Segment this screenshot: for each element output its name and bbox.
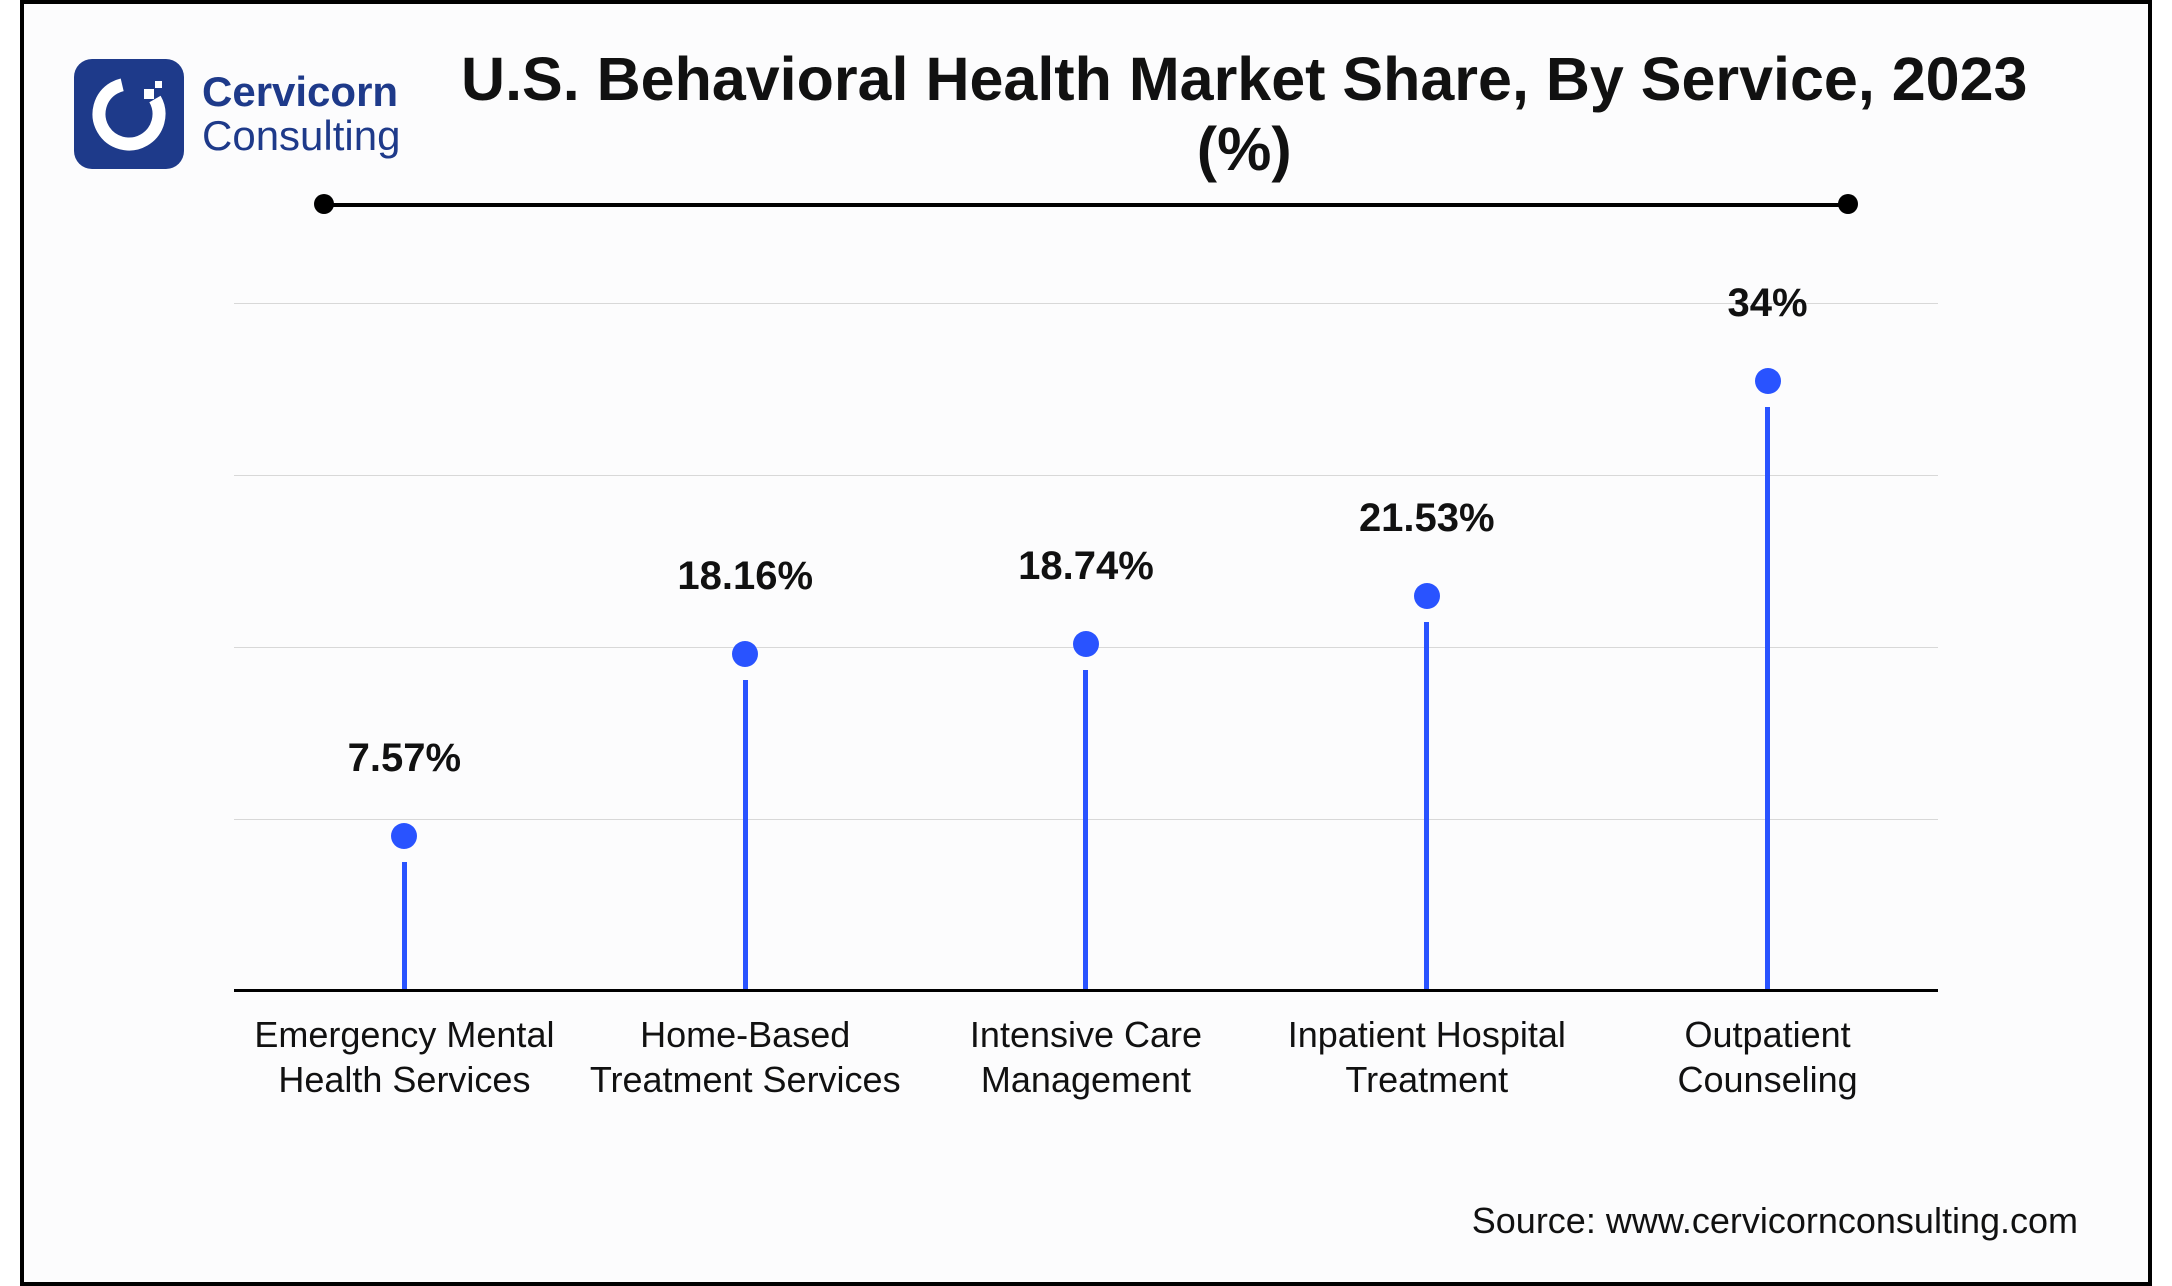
lollipop-series: 7.57% 18.16% 18.74% 21.53% 34% (234, 304, 1938, 992)
lollipop-stem (1083, 670, 1088, 992)
lollipop-dot (732, 641, 758, 667)
lollipop-dot (391, 823, 417, 849)
lollipop-dot (1414, 583, 1440, 609)
source-attribution: Source: www.cervicornconsulting.com (1472, 1200, 2078, 1242)
chart-title: U.S. Behavioral Health Market Share, By … (430, 44, 2098, 184)
plot-region: 7.57% 18.16% 18.74% 21.53% 34% (234, 304, 1938, 992)
lollipop-dot (1755, 368, 1781, 394)
divider-dot-right (1838, 194, 1858, 214)
value-label: 18.74% (1018, 544, 1154, 607)
logo-mark (74, 59, 184, 169)
x-axis-category-label: Inpatient Hospital Treatment (1256, 1012, 1597, 1122)
x-axis-category-label: Outpatient Counseling (1597, 1012, 1938, 1122)
brand-logo: Cervicorn Consulting (74, 59, 400, 169)
lollipop-item: 7.57% (234, 304, 575, 992)
lollipop-item: 18.74% (916, 304, 1257, 992)
lollipop-item: 34% (1597, 304, 1938, 992)
lollipop-dot (1073, 631, 1099, 657)
chart-frame: Cervicorn Consulting U.S. Behavioral Hea… (20, 0, 2152, 1286)
chart-area: 7.57% 18.16% 18.74% 21.53% 34% Emergency Men… (234, 304, 1938, 1122)
x-axis-category-label: Emergency Mental Health Services (234, 1012, 575, 1122)
x-axis-category-label: Home-Based Treatment Services (575, 1012, 916, 1122)
x-axis-labels: Emergency Mental Health ServicesHome-Bas… (234, 1012, 1938, 1122)
value-label: 18.16% (677, 554, 813, 617)
logo-line-1: Cervicorn (202, 70, 400, 114)
lollipop-stem (743, 680, 748, 992)
lollipop-item: 18.16% (575, 304, 916, 992)
value-label: 34% (1728, 281, 1808, 344)
title-divider (324, 194, 1848, 214)
divider-dot-left (314, 194, 334, 214)
lollipop-stem (1424, 622, 1429, 992)
logo-line-2: Consulting (202, 114, 400, 158)
header: Cervicorn Consulting U.S. Behavioral Hea… (74, 44, 2098, 184)
lollipop-stem (402, 862, 407, 992)
x-axis-baseline (234, 989, 1938, 992)
divider-line (324, 203, 1848, 207)
value-label: 21.53% (1359, 496, 1495, 559)
lollipop-stem (1765, 407, 1770, 992)
x-axis-category-label: Intensive Care Management (916, 1012, 1257, 1122)
value-label: 7.57% (348, 736, 461, 799)
logo-text: Cervicorn Consulting (202, 70, 400, 158)
logo-c-icon (90, 75, 168, 153)
lollipop-item: 21.53% (1256, 304, 1597, 992)
